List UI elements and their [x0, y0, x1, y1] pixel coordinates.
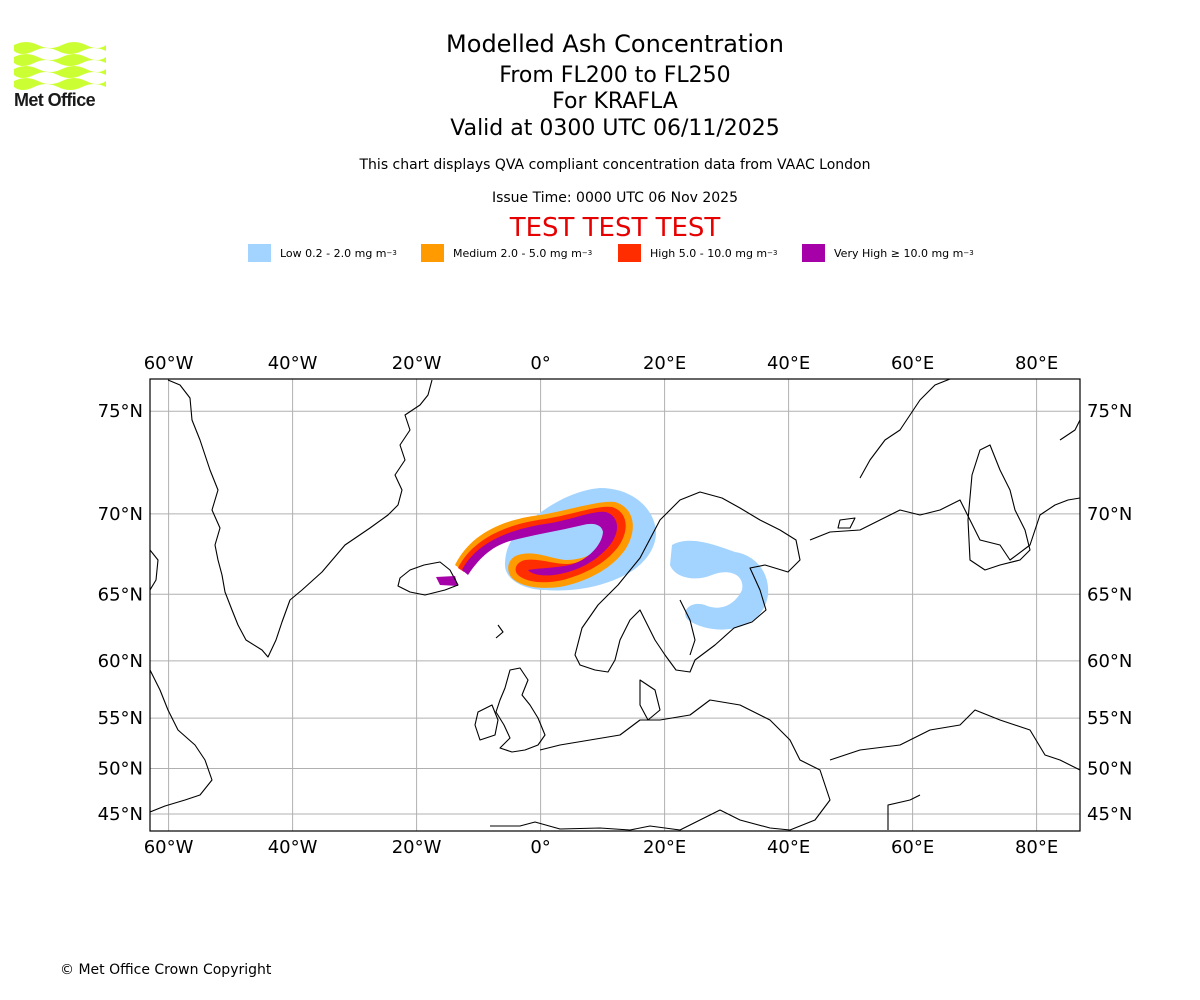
lat-label-right: 55°N [1087, 708, 1132, 729]
lon-label-top: 40°W [268, 353, 318, 374]
lon-label-bottom: 60°E [891, 837, 934, 858]
lon-label-top: 40°E [767, 353, 810, 374]
legend-swatch-very-high [802, 244, 825, 262]
lat-label-right: 70°N [1087, 504, 1132, 525]
lat-label-left: 45°N [98, 804, 143, 825]
lon-label-top: 60°E [891, 353, 934, 374]
lon-label-bottom: 40°E [767, 837, 810, 858]
lon-label-bottom: 40°W [268, 837, 318, 858]
lon-label-top: 80°E [1015, 353, 1058, 374]
volcano-name: For KRAFLA [552, 89, 678, 114]
valid-time: Valid at 0300 UTC 06/11/2025 [450, 116, 780, 141]
lon-label-top: 0° [530, 353, 550, 374]
logo-wordmark: Met Office [14, 90, 96, 110]
map-frame [149, 378, 1081, 832]
test-banner: TEST TEST TEST [509, 213, 721, 243]
coastlines [150, 379, 1080, 831]
map-content [150, 379, 1080, 831]
axis-labels: 60°W 60°W 40°W 40°W 20°W 20°W 0° 0° 20°E 20°E 40°E… [98, 353, 1133, 858]
legend-label-high: High 5.0 - 10.0 mg m [650, 246, 768, 260]
lat-label-left: 75°N [98, 401, 143, 422]
ash-map: 60°W 60°W 40°W 40°W 20°W 20°W 0° 0° 20°E 20°E 40°E… [98, 353, 1133, 858]
lat-label-right: 50°N [1087, 759, 1132, 780]
lat-label-left: 50°N [98, 759, 143, 780]
lat-label-left: 55°N [98, 708, 143, 729]
lon-label-bottom: 60°W [144, 837, 194, 858]
lat-label-left: 70°N [98, 504, 143, 525]
lon-label-top: 60°W [144, 353, 194, 374]
legend-item-high: High 5.0 - 10.0 mg m −3 [618, 244, 777, 262]
flight-level-range: From FL200 to FL250 [499, 63, 731, 88]
legend-swatch-medium [421, 244, 444, 262]
lat-label-right: 65°N [1087, 584, 1132, 605]
legend-label-medium: Medium 2.0 - 5.0 mg m [453, 246, 582, 260]
legend-swatch-high [618, 244, 641, 262]
lat-label-right: 45°N [1087, 804, 1132, 825]
graticule [150, 379, 1080, 831]
lon-label-bottom: 20°E [643, 837, 686, 858]
lon-label-top: 20°W [392, 353, 442, 374]
copyright-notice: © Met Office Crown Copyright [60, 962, 272, 978]
lon-label-bottom: 80°E [1015, 837, 1058, 858]
lon-label-bottom: 20°W [392, 837, 442, 858]
issue-time: Issue Time: 0000 UTC 06 Nov 2025 [491, 190, 739, 206]
lon-label-bottom: 0° [530, 837, 550, 858]
legend-swatch-low [248, 244, 271, 262]
legend-label-low: Low 0.2 - 2.0 mg m [280, 246, 387, 260]
met-office-logo-icon [14, 42, 106, 90]
legend-label-very-high: Very High ≥ 10.0 mg m [834, 246, 964, 260]
lon-label-top: 20°E [643, 353, 686, 374]
ash-very-high-area [436, 511, 618, 586]
lat-label-right: 75°N [1087, 401, 1132, 422]
legend-item-medium: Medium 2.0 - 5.0 mg m −3 [421, 244, 592, 262]
lat-label-left: 65°N [98, 584, 143, 605]
legend-item-low: Low 0.2 - 2.0 mg m −3 [248, 244, 397, 262]
lat-label-right: 60°N [1087, 651, 1132, 672]
legend-item-very-high: Very High ≥ 10.0 mg m −3 [802, 244, 974, 262]
lat-label-left: 60°N [98, 651, 143, 672]
chart-description: This chart displays QVA compliant concen… [359, 157, 871, 173]
chart-title: Modelled Ash Concentration [446, 30, 784, 58]
